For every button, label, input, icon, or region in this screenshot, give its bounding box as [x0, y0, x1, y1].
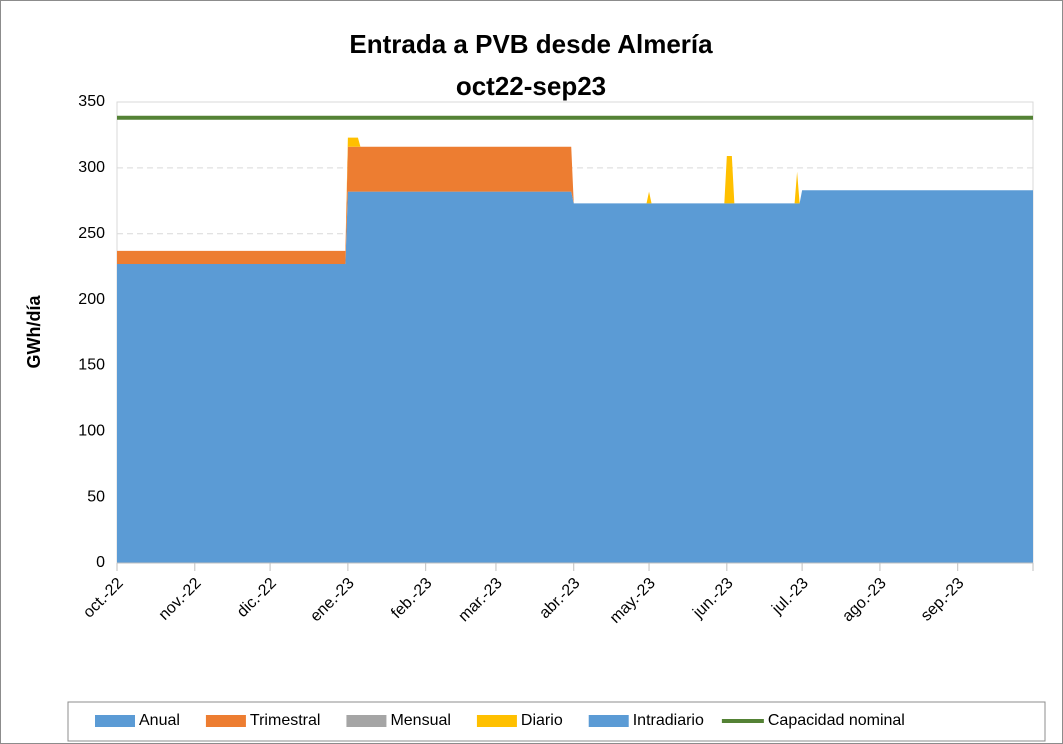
- legend-swatch: [476, 715, 517, 727]
- y-tick-label: 50: [87, 488, 105, 505]
- legend-label: Anual: [139, 712, 180, 729]
- legend-label: Mensual: [390, 712, 450, 729]
- y-axis-label: GWh/día: [24, 295, 44, 369]
- legend-label: Capacidad nominal: [768, 712, 905, 729]
- chart-title: Entrada a PVB desde Almería: [349, 29, 713, 59]
- legend-label: Diario: [521, 712, 563, 729]
- y-tick-label: 0: [96, 554, 105, 571]
- legend-label: Intradiario: [633, 712, 704, 729]
- area-series: [117, 146, 1033, 265]
- legend-swatch: [346, 715, 387, 727]
- y-tick-label: 200: [78, 291, 105, 308]
- y-tick-label: 150: [78, 357, 105, 374]
- legend-swatch: [588, 715, 629, 727]
- chart-subtitle: oct22-sep23: [456, 71, 606, 101]
- y-tick-label: 100: [78, 423, 105, 440]
- legend-label: Trimestral: [250, 712, 321, 729]
- area-series: [117, 190, 1033, 563]
- legend-swatch: [95, 715, 135, 727]
- y-tick-label: 250: [78, 225, 105, 242]
- legend-swatch: [205, 715, 246, 727]
- area-series: [117, 137, 1033, 251]
- y-tick-label: 300: [78, 159, 105, 176]
- y-tick-label: 350: [78, 93, 105, 110]
